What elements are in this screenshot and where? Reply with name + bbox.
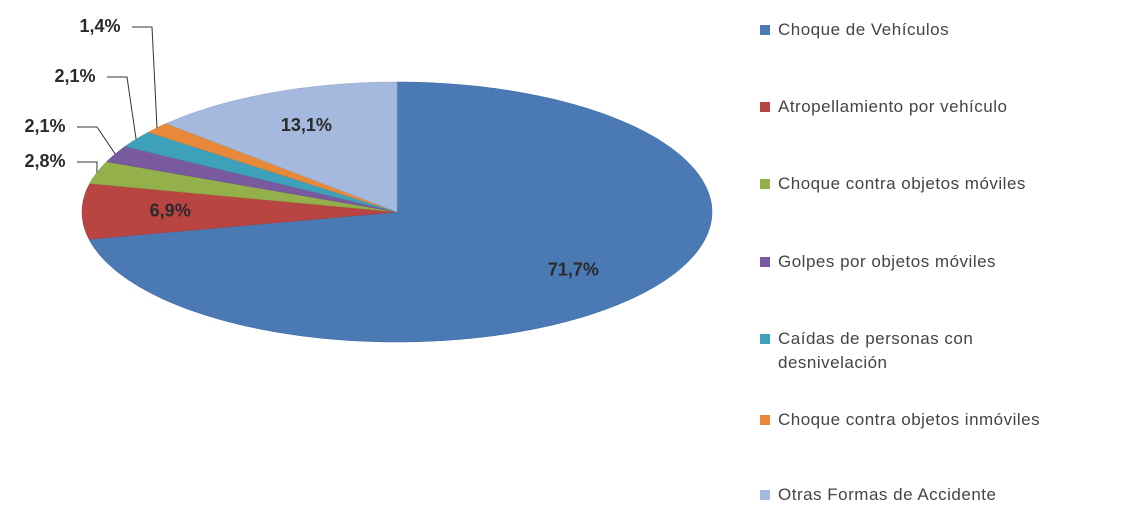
data-label: 6,9% [150,200,191,220]
slice [147,123,398,213]
data-label: 2,1% [54,66,95,86]
legend-swatch [760,490,770,500]
legend-label: Caídas de personas con desnivelación [778,329,974,372]
leader-line [132,26,158,128]
legend-label: Otras Formas de Accidente [778,485,997,504]
legend-item: Otras Formas de Accidente [760,483,1108,507]
legend-label: Choque contra objetos inmóviles [778,410,1041,429]
legend-swatch [760,102,770,112]
leader-line [77,126,116,155]
legend-swatch [760,25,770,35]
slice [165,81,398,213]
slice [89,161,398,213]
legend-item: Choque contra objetos inmóviles [760,408,1108,432]
legend-label: Choque de Vehículos [778,20,950,39]
leader-line [77,161,98,173]
pie-chart: 71,7% 6,9% 2,8% 2,1% 2,1% 1,4% 13,1% [24,16,713,343]
legend-swatch [760,334,770,344]
legend-label: Atropellamiento por vehículo [778,97,1008,116]
legend-item: Golpes por objetos móviles [760,250,1108,274]
legend-item: Caídas de personas con desnivelación [760,327,1028,375]
legend-label: Golpes por objetos móviles [778,252,997,271]
leader-line [107,76,137,140]
slice [88,81,713,343]
slice [124,131,398,213]
data-label: 2,8% [24,151,65,171]
legend-item: Choque contra objetos móviles [760,172,1108,196]
data-label: 2,1% [24,116,65,136]
legend-label: Choque contra objetos móviles [778,174,1026,193]
legend-swatch [760,257,770,267]
slice [105,146,398,213]
data-label: 1,4% [79,16,120,36]
legend-swatch [760,179,770,189]
slice [81,183,398,240]
data-label: 71,7% [548,260,599,280]
legend-swatch [760,415,770,425]
legend-item: Choque de Vehículos [760,18,1108,42]
data-label: 13,1% [281,115,332,135]
legend-item: Atropellamiento por vehículo [760,95,1108,119]
